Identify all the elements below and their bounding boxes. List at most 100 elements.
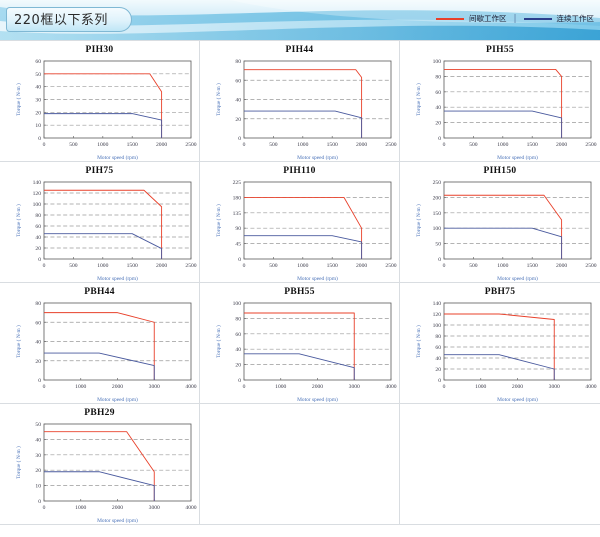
svg-text:500: 500 — [69, 263, 78, 269]
svg-text:2000: 2000 — [512, 384, 523, 390]
svg-text:10: 10 — [35, 484, 41, 490]
chart-cell-pih75[interactable]: PIH75 0 500 1000 1500 2000 2500 0 20 40 60 80 100 120… — [0, 162, 200, 283]
torque-speed-chart-pih75: 0 500 1000 1500 2000 2500 0 20 40 60 80 100 120 140 Mo… — [0, 175, 200, 283]
svg-text:2000: 2000 — [356, 263, 367, 269]
legend-swatch-continuous — [523, 17, 552, 20]
chart-title-pbh29: PBH29 — [84, 408, 115, 418]
chart-title-pih75: PIH75 — [85, 166, 114, 176]
legend-swatch-intermittent — [435, 17, 464, 20]
svg-text:135: 135 — [233, 211, 242, 217]
svg-text:30: 30 — [35, 453, 41, 459]
svg-text:1500: 1500 — [527, 142, 538, 148]
svg-text:0: 0 — [38, 136, 41, 142]
svg-text:Motor speed (rpm): Motor speed (rpm) — [97, 154, 138, 161]
chart-title-pbh55: PBH55 — [284, 287, 315, 297]
svg-text:20: 20 — [435, 367, 441, 373]
svg-text:3000: 3000 — [349, 384, 360, 390]
svg-text:50: 50 — [435, 242, 441, 248]
svg-text:2000: 2000 — [156, 263, 167, 269]
svg-text:0: 0 — [443, 142, 446, 148]
svg-text:20: 20 — [35, 246, 41, 252]
chart-cell-pih55[interactable]: PIH55 0 500 1000 1500 2000 2500 0 20 40 60 80 100 Mot… — [400, 41, 600, 162]
chart-title-pih55: PIH55 — [486, 45, 514, 55]
series-tab-label: 220框以下系列 — [14, 13, 108, 28]
svg-text:4000: 4000 — [185, 505, 196, 511]
svg-text:1500: 1500 — [127, 142, 138, 148]
chart-cell-pih110[interactable]: PIH110 0 500 1000 1500 2000 2500 0 45 90 135 180 225… — [200, 162, 400, 283]
svg-text:0: 0 — [238, 257, 241, 263]
svg-text:1000: 1000 — [497, 142, 508, 148]
torque-speed-chart-pih150: 0 500 1000 1500 2000 2500 0 50 100 150 200 250 Motor… — [400, 175, 600, 283]
chart-cell-pbh44[interactable]: PBH44 0 1000 2000 3000 4000 0 20 40 60 80 Motor spe… — [0, 283, 200, 404]
svg-text:Motor speed (rpm): Motor speed (rpm) — [297, 396, 338, 403]
svg-text:140: 140 — [433, 301, 442, 307]
torque-speed-chart-pbh75: 0 1000 2000 3000 4000 0 20 40 60 80 100 120 140 Motor… — [400, 296, 600, 404]
svg-text:20: 20 — [35, 468, 41, 474]
svg-text:100: 100 — [433, 323, 442, 329]
svg-text:80: 80 — [35, 301, 41, 307]
svg-text:500: 500 — [269, 142, 278, 148]
svg-text:2500: 2500 — [585, 263, 596, 269]
svg-text:3000: 3000 — [149, 505, 160, 511]
svg-text:40: 40 — [35, 340, 41, 346]
torque-speed-chart-pih44: 0 500 1000 1500 2000 2500 0 20 40 60 80 Motor speed… — [200, 54, 400, 162]
chart-cell-pih30[interactable]: PIH30 0 500 1000 1500 2000 2500 0 10 20 30 40 50 60 Mo… — [0, 41, 200, 162]
chart-cell-pbh55[interactable]: PBH55 0 1000 2000 3000 4000 0 20 40 60 80 100 Motor … — [200, 283, 400, 404]
svg-text:Torque ( N·m ): Torque ( N·m ) — [215, 83, 222, 116]
svg-text:Motor speed (rpm): Motor speed (rpm) — [297, 275, 338, 282]
svg-text:80: 80 — [35, 213, 41, 219]
svg-text:180: 180 — [233, 195, 242, 201]
svg-text:0: 0 — [43, 142, 46, 148]
chart-cell-pih150[interactable]: PIH150 0 500 1000 1500 2000 2500 0 50 100 150 200 25… — [400, 162, 600, 283]
svg-text:2000: 2000 — [312, 384, 323, 390]
torque-speed-chart-pbh29: 0 1000 2000 3000 4000 0 10 20 30 40 50 Motor speed … — [0, 417, 200, 525]
chart-cell-pih44[interactable]: PIH44 0 500 1000 1500 2000 2500 0 20 40 60 80 Motor … — [200, 41, 400, 162]
svg-text:2500: 2500 — [385, 263, 396, 269]
svg-text:45: 45 — [235, 242, 241, 248]
svg-text:225: 225 — [233, 180, 242, 186]
chart-grid-row: PBH44 0 1000 2000 3000 4000 0 20 40 60 80 Motor spe… — [0, 283, 600, 404]
svg-text:60: 60 — [35, 59, 41, 65]
torque-speed-chart-pih30: 0 500 1000 1500 2000 2500 0 10 20 30 40 50 60 Motor s… — [0, 54, 200, 162]
svg-text:20: 20 — [235, 363, 241, 369]
svg-text:100: 100 — [433, 226, 442, 232]
svg-text:Torque ( N·m ): Torque ( N·m ) — [415, 204, 422, 237]
chart-cell-empty — [400, 404, 600, 525]
svg-text:Torque ( N·m ): Torque ( N·m ) — [15, 204, 22, 237]
torque-speed-chart-pbh55: 0 1000 2000 3000 4000 0 20 40 60 80 100 Motor speed… — [200, 296, 400, 404]
svg-text:40: 40 — [435, 356, 441, 362]
chart-grid-row: PIH75 0 500 1000 1500 2000 2500 0 20 40 60 80 100 120… — [0, 162, 600, 283]
svg-text:20: 20 — [35, 359, 41, 365]
series-tab[interactable] — [6, 7, 132, 32]
svg-text:50: 50 — [35, 72, 41, 78]
svg-text:4000: 4000 — [185, 384, 196, 390]
svg-text:Motor speed (rpm): Motor speed (rpm) — [497, 396, 538, 403]
svg-text:Torque ( N·m ): Torque ( N·m ) — [15, 83, 22, 116]
svg-text:0: 0 — [43, 263, 46, 269]
svg-text:0: 0 — [243, 384, 246, 390]
chart-cell-empty — [200, 404, 400, 525]
chart-cell-pbh29[interactable]: PBH29 0 1000 2000 3000 4000 0 10 20 30 40 50 Motor s… — [0, 404, 200, 525]
chart-legend: 间歇工作区 | 连续工作区 — [435, 13, 594, 24]
svg-text:1500: 1500 — [127, 263, 138, 269]
chart-grid-row: PIH30 0 500 1000 1500 2000 2500 0 10 20 30 40 50 60 Mo… — [0, 41, 600, 162]
svg-text:50: 50 — [35, 422, 41, 428]
svg-text:0: 0 — [243, 142, 246, 148]
svg-text:100: 100 — [33, 202, 42, 208]
svg-text:80: 80 — [235, 316, 241, 322]
svg-text:1000: 1000 — [297, 142, 308, 148]
chart-title-pih150: PIH150 — [483, 166, 517, 176]
svg-text:40: 40 — [235, 98, 241, 104]
svg-text:3000: 3000 — [149, 384, 160, 390]
page-banner: 220框以下系列 间歇工作区 | 连续工作区 — [0, 0, 600, 40]
svg-text:120: 120 — [433, 312, 442, 318]
svg-text:1000: 1000 — [75, 384, 86, 390]
svg-text:0: 0 — [243, 263, 246, 269]
chart-cell-pbh75[interactable]: PBH75 0 1000 2000 3000 4000 0 20 40 60 80 100 120 140… — [400, 283, 600, 404]
svg-text:2000: 2000 — [356, 142, 367, 148]
svg-text:80: 80 — [435, 334, 441, 340]
chart-title-pih30: PIH30 — [85, 45, 114, 55]
torque-speed-chart-pih55: 0 500 1000 1500 2000 2500 0 20 40 60 80 100 Motor sp… — [400, 54, 600, 162]
svg-text:2000: 2000 — [112, 505, 123, 511]
chart-title-pih110: PIH110 — [283, 166, 316, 176]
